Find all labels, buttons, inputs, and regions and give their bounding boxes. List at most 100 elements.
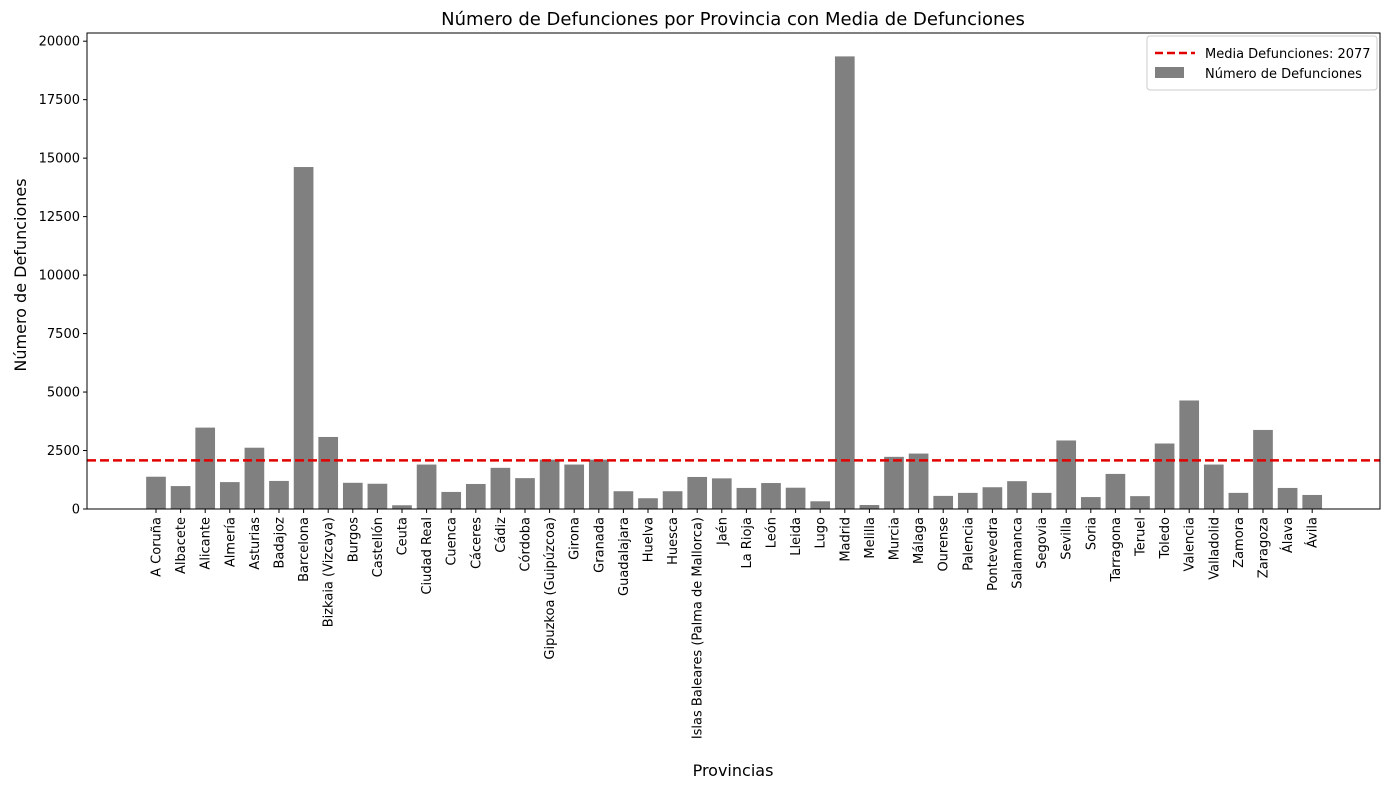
bar [785,487,806,509]
y-tick-label: 15000 [39,152,80,167]
bar [1228,492,1249,509]
bar [416,464,437,509]
x-tick-label: Ourense [937,517,952,572]
x-tick-label: Teruel [1134,517,1149,557]
x-tick-label: Huesca [666,517,681,565]
x-tick-label: León [765,517,780,548]
bar [367,483,388,509]
x-tick-label: Lugo [814,517,829,549]
bar [588,459,609,509]
legend-mean-label: Media Defunciones: 2077 [1205,47,1371,62]
bar [810,501,831,509]
bar [318,436,339,509]
bar [1154,443,1175,509]
bar [1203,464,1224,509]
bar [1031,492,1052,509]
bar [834,56,855,510]
x-tick-label: Burgos [346,517,361,562]
bar [933,495,954,509]
y-tick-label: 10000 [39,269,80,284]
x-tick-label: Álava [1280,517,1296,553]
x-tick-label: Castellón [371,517,386,577]
bar [638,498,658,509]
bar [1080,497,1101,509]
bar [687,476,708,509]
bar [244,447,265,509]
bar [1302,494,1323,509]
x-tick-label: Albacete [174,517,189,574]
legend-bar-swatch [1155,67,1184,78]
y-tick-label: 2500 [47,444,80,459]
x-tick-label: Zaragoza [1257,517,1272,578]
bar [1105,473,1126,509]
bar [515,478,535,509]
x-tick-label: Palencia [961,517,976,571]
x-tick-label: Cádiz [494,517,509,553]
x-tick-label: Tarragona [1109,517,1124,583]
y-tick-label: 0 [72,503,80,518]
legend-box [1146,35,1378,91]
bar [761,483,781,509]
x-tick-label: Segovia [1035,517,1050,569]
bar [982,487,1003,509]
y-tick-label: 20000 [39,35,80,50]
x-tick-label: A Coruña [150,517,165,577]
x-tick-label: Málaga [912,517,927,564]
x-tick-label: La Rioja [740,517,755,569]
bar [662,491,683,509]
x-tick-label: Badajoz [273,517,288,569]
bar [170,486,191,509]
x-tick-label: Valladolid [1207,517,1222,580]
x-tick-label: Guadalajara [617,517,632,596]
y-tick-label: 12500 [39,210,80,225]
bar [884,456,904,509]
x-tick-label: Salamanca [1011,517,1026,589]
y-tick-label: 5000 [47,386,80,401]
bar [711,478,732,509]
bar [490,467,511,509]
x-tick-label: Melilla [863,517,878,559]
bar [269,480,289,509]
x-tick-label: Cuenca [445,517,460,566]
bar [1130,496,1150,509]
x-tick-label: Girona [568,517,583,560]
x-tick-label: Jaén [715,517,730,546]
bar [441,491,462,509]
bar [613,491,634,509]
x-tick-label: Islas Baleares (Palma de Mallorca) [691,517,706,739]
bar [1253,429,1273,509]
bar [465,483,486,509]
y-tick-label: 17500 [39,93,80,108]
x-axis-title: Provincias [693,761,774,780]
bar [392,505,412,509]
x-tick-label: Sevilla [1060,517,1075,560]
x-tick-label: Madrid [838,517,853,562]
x-tick-label: Soria [1084,517,1099,550]
legend: Media Defunciones: 2077 Número de Defunc… [1146,35,1378,91]
bar [146,476,166,509]
bar [908,453,929,509]
x-tick-label: Asturias [248,517,263,570]
x-tick-label: Granada [592,517,607,573]
bar [539,459,560,509]
x-tick-label: Córdoba [519,517,534,572]
bar [342,482,363,509]
legend-series-label: Número de Defunciones [1205,67,1362,82]
x-tick-label: Almería [223,517,238,567]
x-tick-label: Ciudad Real [420,517,435,595]
x-tick-label: Toledo [1158,517,1173,560]
x-tick-label: Barcelona [297,517,312,582]
bar [564,464,585,509]
bar [219,482,240,509]
x-tick-label: Murcia [888,517,903,560]
chart-title: Número de Defunciones por Provincia con … [441,9,1025,30]
x-tick-label: Gipuzkoa (Guipúzcoa) [543,517,558,660]
x-tick-label: Zamora [1232,517,1247,568]
bar [859,505,880,509]
x-tick-label: Valencia [1183,517,1198,571]
x-tick-label: Cáceres [469,517,484,569]
plot-frame [86,32,1381,510]
x-tick-label: Ávila [1305,517,1321,548]
